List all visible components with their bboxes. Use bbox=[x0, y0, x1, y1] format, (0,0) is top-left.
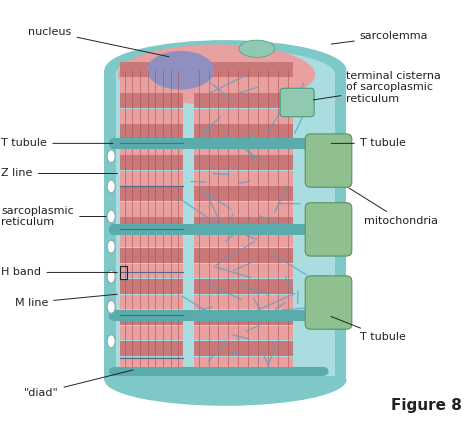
Text: sarcolemma: sarcolemma bbox=[331, 31, 428, 44]
Bar bbox=[104, 70, 346, 380]
Bar bbox=[194, 94, 292, 108]
Ellipse shape bbox=[104, 354, 346, 406]
Ellipse shape bbox=[118, 45, 315, 105]
Text: T tubule: T tubule bbox=[331, 139, 406, 149]
Bar bbox=[194, 249, 292, 263]
FancyBboxPatch shape bbox=[305, 134, 352, 187]
Bar bbox=[194, 186, 292, 201]
Bar bbox=[194, 140, 292, 155]
Ellipse shape bbox=[107, 301, 115, 313]
Bar bbox=[120, 217, 183, 232]
Bar bbox=[120, 233, 183, 248]
Ellipse shape bbox=[107, 180, 115, 193]
Bar bbox=[120, 171, 183, 185]
FancyBboxPatch shape bbox=[305, 276, 352, 329]
Bar bbox=[120, 326, 183, 340]
Bar bbox=[120, 109, 183, 123]
Text: T tubule: T tubule bbox=[1, 139, 113, 149]
Bar bbox=[194, 171, 292, 185]
Text: T tubule: T tubule bbox=[331, 317, 406, 342]
Bar bbox=[120, 295, 183, 310]
Bar bbox=[194, 109, 292, 123]
Bar bbox=[194, 202, 292, 216]
Text: M line: M line bbox=[15, 294, 118, 307]
Text: mitochondria: mitochondria bbox=[349, 188, 438, 226]
Bar bbox=[113, 367, 324, 376]
Ellipse shape bbox=[109, 367, 118, 376]
Text: "diad": "diad" bbox=[24, 370, 133, 398]
Bar bbox=[120, 186, 183, 201]
Bar bbox=[194, 264, 292, 278]
Ellipse shape bbox=[319, 224, 328, 235]
Ellipse shape bbox=[107, 210, 115, 223]
Bar bbox=[120, 124, 183, 139]
Ellipse shape bbox=[109, 310, 118, 321]
Bar bbox=[194, 78, 292, 93]
Bar bbox=[120, 62, 183, 77]
Bar bbox=[194, 279, 292, 294]
Ellipse shape bbox=[319, 310, 328, 321]
Bar bbox=[116, 74, 335, 376]
Text: Z line: Z line bbox=[1, 168, 118, 178]
Bar bbox=[194, 233, 292, 248]
Bar bbox=[194, 295, 292, 310]
Ellipse shape bbox=[107, 240, 115, 253]
Ellipse shape bbox=[104, 40, 346, 100]
Bar bbox=[120, 310, 183, 325]
Ellipse shape bbox=[109, 224, 118, 235]
Bar bbox=[120, 341, 183, 356]
Bar bbox=[120, 155, 183, 170]
Ellipse shape bbox=[109, 138, 118, 149]
Bar bbox=[194, 326, 292, 340]
Bar bbox=[120, 94, 183, 108]
Bar bbox=[120, 78, 183, 93]
Ellipse shape bbox=[239, 40, 275, 57]
Ellipse shape bbox=[319, 138, 328, 149]
Ellipse shape bbox=[107, 270, 115, 283]
FancyBboxPatch shape bbox=[280, 88, 314, 116]
Ellipse shape bbox=[107, 150, 115, 163]
Bar bbox=[120, 249, 183, 263]
Text: Figure 8: Figure 8 bbox=[391, 398, 462, 413]
Bar bbox=[194, 155, 292, 170]
Bar bbox=[113, 310, 324, 321]
Bar bbox=[120, 140, 183, 155]
Bar bbox=[194, 357, 292, 372]
Bar bbox=[194, 124, 292, 139]
Bar bbox=[120, 357, 183, 372]
Bar bbox=[120, 264, 183, 278]
Bar bbox=[120, 266, 127, 279]
Text: H band: H band bbox=[1, 268, 118, 278]
Text: terminal cisterna
of sarcoplasmic
reticulum: terminal cisterna of sarcoplasmic reticu… bbox=[313, 71, 441, 104]
Ellipse shape bbox=[319, 367, 328, 376]
Bar bbox=[194, 341, 292, 356]
FancyBboxPatch shape bbox=[305, 203, 352, 256]
Text: sarcoplasmic
reticulum: sarcoplasmic reticulum bbox=[1, 206, 106, 227]
Bar bbox=[113, 138, 324, 149]
Bar bbox=[120, 202, 183, 216]
Text: nucleus: nucleus bbox=[28, 26, 169, 57]
Ellipse shape bbox=[147, 51, 214, 90]
Ellipse shape bbox=[107, 335, 115, 348]
Ellipse shape bbox=[116, 49, 335, 100]
Bar bbox=[113, 224, 324, 235]
Bar bbox=[120, 279, 183, 294]
Bar bbox=[194, 62, 292, 77]
Bar bbox=[194, 310, 292, 325]
Bar bbox=[194, 217, 292, 232]
